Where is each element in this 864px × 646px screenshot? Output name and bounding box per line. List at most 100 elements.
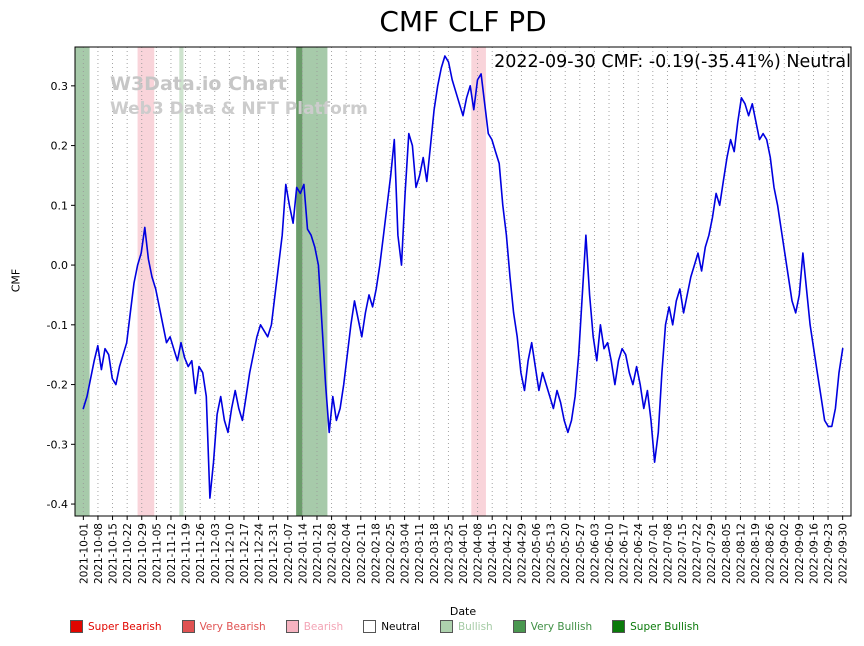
signal-band-very_bullish	[75, 47, 90, 516]
legend-swatch	[439, 620, 453, 633]
x-tick-label: 2022-08-05	[721, 523, 733, 584]
x-tick-label: 2022-07-08	[662, 523, 674, 584]
y-tick-label: 0.1	[51, 199, 69, 212]
x-tick-label: 2022-03-04	[400, 523, 412, 584]
x-tick-label: 2022-05-27	[575, 523, 587, 584]
x-tick-label: 2022-07-15	[677, 523, 689, 584]
x-tick-label: 2022-09-16	[808, 523, 820, 584]
legend-label: Super Bearish	[88, 620, 162, 633]
legend-label: Very Bullish	[530, 620, 593, 633]
legend-swatch	[612, 620, 626, 633]
x-tick-label: 2022-08-19	[750, 523, 762, 584]
x-tick-label: 2022-06-10	[604, 523, 616, 584]
y-tick-label: 0.2	[51, 140, 69, 153]
x-tick-label: 2021-12-03	[210, 523, 222, 584]
x-tick-label: 2021-10-08	[93, 523, 105, 584]
x-tick-label: 2022-06-24	[633, 523, 645, 584]
x-tick-label: 2022-06-17	[619, 523, 631, 584]
x-tick-label: 2021-12-31	[268, 523, 280, 584]
legend-swatch	[70, 620, 83, 633]
signal-band-super_bullish	[296, 47, 303, 516]
x-tick-label: 2022-06-03	[589, 523, 601, 584]
x-tick-label: 2022-09-02	[779, 523, 791, 584]
plot-border	[74, 46, 852, 517]
x-tick-label: 2022-04-15	[487, 523, 499, 584]
x-tick-label: 2022-07-22	[692, 523, 704, 584]
y-tick-label: 0.3	[51, 80, 69, 93]
x-tick-label: 2022-02-25	[385, 523, 397, 584]
signal-band-bullish	[179, 47, 184, 516]
legend-item: Bullish	[439, 620, 493, 633]
x-tick-label: 2022-08-26	[765, 523, 777, 584]
x-tick-label: 2021-10-01	[78, 523, 90, 584]
x-tick-label: 2021-10-29	[137, 523, 149, 584]
x-tick-label: 2022-01-14	[297, 523, 309, 584]
legend-label: Very Bearish	[199, 620, 266, 633]
signal-band-very_bullish	[302, 47, 328, 516]
x-tick-label: 2022-01-28	[327, 523, 339, 584]
x-tick-label: 2021-12-10	[224, 523, 236, 584]
latest-value-annotation: 2022-09-30 CMF: -0.19(-35.41%) Neutral	[494, 52, 851, 72]
x-tick-label: 2021-11-12	[166, 523, 178, 584]
legend-label: Super Bullish	[630, 620, 699, 633]
signal-band-bearish	[471, 47, 486, 516]
x-axis-label: Date	[449, 605, 477, 618]
cmf-line-series	[82, 55, 844, 499]
x-tick-label: 2021-12-17	[239, 523, 251, 584]
x-tick-label: 2022-09-30	[838, 523, 850, 584]
x-tick-label: 2022-03-25	[443, 523, 455, 584]
watermark: W3Data.io Chart Web3 Data & NFT Platform	[110, 72, 368, 121]
x-tick-label: 2022-01-21	[312, 523, 324, 584]
x-tick-label: 2022-08-12	[735, 523, 747, 584]
legend-item: Super Bullish	[612, 620, 699, 633]
legend-swatch	[285, 620, 299, 633]
legend-item: Very Bearish	[181, 620, 266, 633]
legend-label: Bearish	[303, 620, 344, 633]
x-tick-label: 2022-09-09	[794, 523, 806, 584]
y-tick-label: -0.2	[47, 379, 68, 392]
x-tick-label: 2022-02-18	[370, 523, 382, 584]
x-tick-label: 2021-10-22	[122, 523, 134, 584]
y-axis-label: CMF	[9, 268, 23, 293]
x-tick-label: 2022-07-29	[706, 523, 718, 584]
x-tick-label: 2022-05-20	[560, 523, 572, 584]
y-tick-label: -0.4	[47, 498, 68, 511]
legend-item: Very Bullish	[512, 620, 593, 633]
legend-item: Bearish	[285, 620, 344, 633]
signal-band-bearish	[137, 47, 155, 516]
watermark-line-2: Web3 Data & NFT Platform	[110, 98, 368, 119]
y-tick-label: -0.3	[47, 438, 68, 451]
legend-swatch	[181, 620, 195, 633]
legend-label: Neutral	[381, 620, 420, 633]
x-tick-label: 2022-05-06	[531, 523, 543, 584]
x-tick-label: 2022-04-01	[458, 523, 470, 584]
x-tick-label: 2022-03-11	[414, 523, 426, 584]
y-tick-label: 0.0	[51, 259, 69, 272]
x-tick-label: 2022-03-18	[429, 523, 441, 584]
legend-item: Super Bearish	[70, 620, 162, 633]
legend: Super Bearish Very Bearish Bearish Neutral B…	[70, 620, 856, 633]
y-tick-label: -0.1	[47, 319, 68, 332]
x-tick-label: 2022-04-29	[516, 523, 528, 584]
x-tick-label: 2021-10-15	[108, 523, 120, 584]
x-tick-label: 2021-11-19	[181, 523, 193, 584]
x-tick-label: 2022-04-22	[502, 523, 514, 584]
legend-item: Neutral	[363, 620, 420, 633]
x-tick-label: 2022-07-01	[648, 523, 660, 584]
x-tick-label: 2021-11-26	[195, 523, 207, 584]
x-tick-label: 2021-12-24	[254, 523, 266, 584]
legend-label: Bullish	[457, 620, 493, 633]
legend-swatch	[363, 620, 377, 633]
chart-title: CMF CLF PD	[379, 5, 547, 38]
x-tick-label: 2022-05-13	[546, 523, 558, 584]
legend-swatch	[512, 620, 526, 633]
x-tick-label: 2022-01-07	[283, 523, 295, 584]
x-tick-label: 2022-09-23	[823, 523, 835, 584]
x-tick-label: 2022-02-04	[341, 523, 353, 584]
x-tick-label: 2022-04-08	[473, 523, 485, 584]
watermark-line-1: W3Data.io Chart	[110, 73, 287, 95]
x-tick-label: 2022-02-11	[356, 523, 368, 584]
x-tick-label: 2021-11-05	[151, 523, 163, 584]
